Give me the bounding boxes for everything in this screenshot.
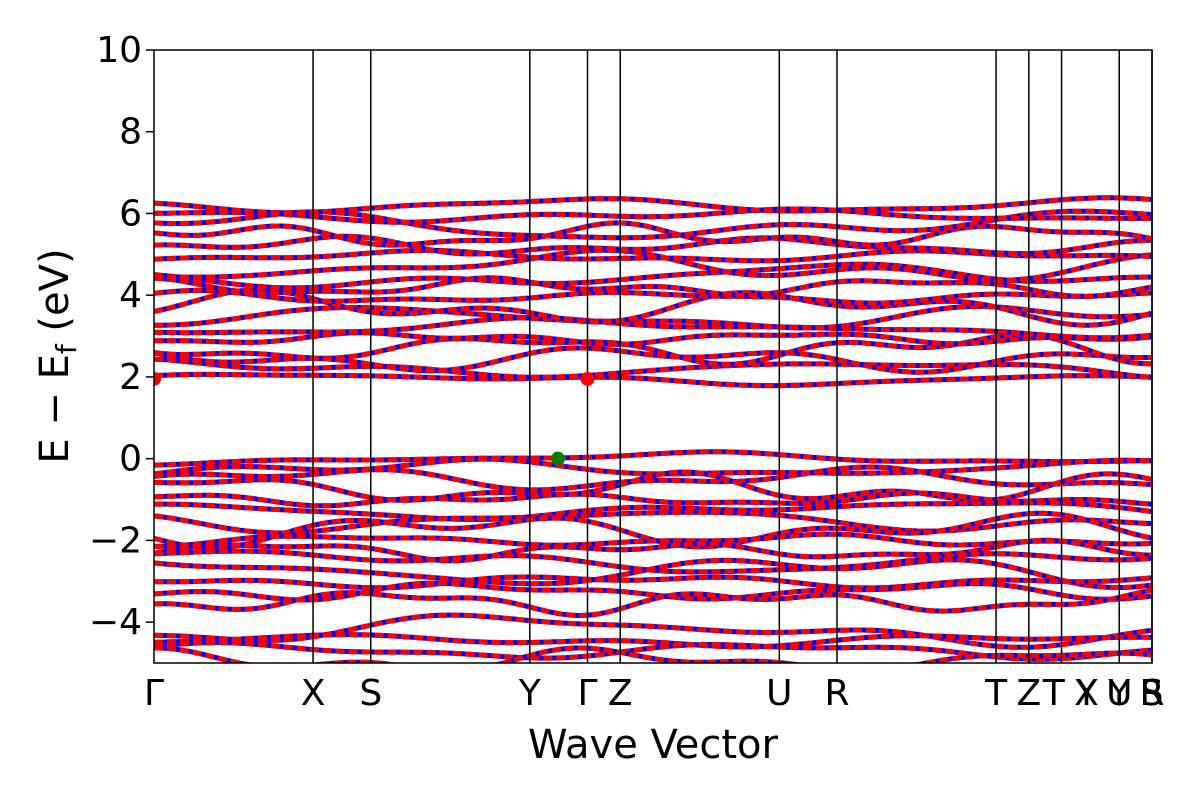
kpoint-label: Y [1075, 673, 1099, 714]
y-axis-label: E − Ef (eV) [32, 248, 83, 463]
valence-band-spin-up [154, 557, 1152, 590]
kpoint-label: Z [608, 673, 633, 714]
kpoint-label: X [301, 673, 326, 714]
conduction-band-spin-up [154, 208, 1152, 241]
plot-frame [153, 49, 1153, 664]
kpoint-label: Γ [577, 673, 597, 714]
kpoint-label: Z [1016, 673, 1041, 714]
y-tick-label: −2 [89, 520, 142, 561]
y-tick-label: 0 [119, 439, 142, 480]
valence-band-spin-up [154, 612, 1152, 650]
x-axis-label: Wave Vector [528, 722, 779, 768]
valence-band-spin-up [154, 531, 1152, 549]
valence-band-spin-up [154, 490, 1152, 509]
y-tick-label: 6 [119, 193, 142, 234]
kpoint-label: R [824, 673, 849, 714]
valence-band-spin-up [154, 449, 1152, 468]
conduction-band-spin-up [154, 220, 1152, 248]
y-axis-label-tail: (eV) [32, 248, 78, 344]
kpoint-label: Γ [144, 673, 164, 714]
conduction-band-spin-up [154, 275, 1152, 300]
y-tick-label: 8 [119, 112, 142, 153]
kpoint-label: T [984, 673, 1008, 714]
conduction-band-spin-up [154, 345, 1152, 375]
kpoint-label: U [766, 673, 792, 714]
valence-band-spin-up [154, 537, 1152, 564]
cbm-marker [154, 371, 161, 386]
valence-band-spin-up [154, 632, 1152, 650]
conduction-band-spin-up [154, 315, 1152, 341]
kpoint-label: U [1106, 673, 1132, 714]
valence-band-spin-up [154, 509, 1152, 536]
bands-group [154, 195, 1152, 663]
kpoint-label: T [1042, 673, 1066, 714]
y-tick-label: −4 [89, 602, 142, 643]
conduction-band-spin-up [154, 331, 1152, 367]
kpoint-label: Y [1107, 673, 1131, 714]
kpoint-label: R [1139, 673, 1164, 714]
y-tick-label: 2 [119, 357, 142, 398]
vbm-marker [550, 451, 565, 466]
conduction-band-spin-up [154, 330, 1152, 347]
conduction-band-spin-up [154, 233, 1152, 257]
valence-band-spin-up [154, 645, 1152, 663]
conduction-band-spin-up [154, 371, 1152, 389]
conduction-band-spin-up [154, 287, 1152, 306]
cbm-marker [580, 371, 595, 386]
valence-band-spin-up [154, 500, 1152, 522]
markers-group [154, 371, 595, 466]
y-axis-label-sub: f [50, 343, 83, 354]
y-tick-label: 10 [96, 30, 142, 71]
conduction-band-spin-up [154, 247, 1152, 283]
valence-band-spin-up [154, 574, 1152, 591]
kpoint-label: S [359, 673, 382, 714]
x-ticks-group: Γ X S Y Γ Z U R T Z T YX UY SR [144, 673, 1165, 714]
valence-band-spin-up [154, 580, 1152, 603]
conduction-band-spin-up [154, 206, 1152, 225]
kpoint-label: X [1074, 673, 1099, 714]
kpoint-label: Y [518, 673, 542, 714]
valence-band-spin-up [154, 510, 1152, 551]
valence-band-spin-up [154, 587, 1152, 619]
valence-band-spin-up [154, 464, 1152, 493]
y-tick-label: 4 [119, 275, 142, 316]
y-axis-label-main: E − E [32, 354, 78, 464]
kpoint-label: S [1141, 673, 1164, 714]
y-ticks-group: −4 −2 0 2 4 6 8 10 [89, 30, 154, 643]
conduction-band-spin-up [154, 195, 1152, 216]
